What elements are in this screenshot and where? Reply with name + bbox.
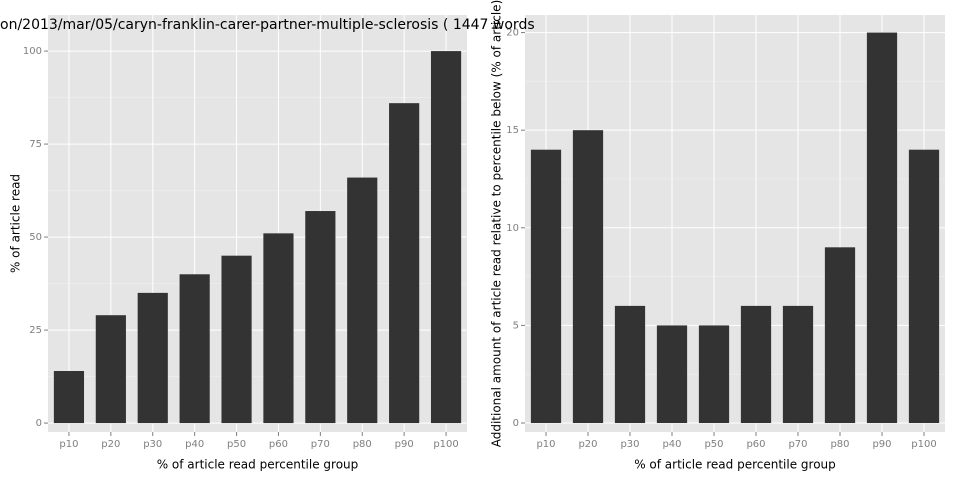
bar xyxy=(698,325,730,424)
bar xyxy=(53,370,85,424)
x-tick-label: p20 xyxy=(101,439,120,450)
bar xyxy=(908,149,940,424)
bar xyxy=(347,177,378,424)
x-tick-label: p40 xyxy=(185,439,204,450)
bar xyxy=(95,315,126,424)
y-tick-label: 5 xyxy=(513,320,519,331)
x-tick-label: p10 xyxy=(536,439,555,450)
y-tick-label: 50 xyxy=(29,232,42,243)
x-axis-title: % of article read percentile group xyxy=(157,458,359,472)
x-tick-label: p70 xyxy=(788,439,807,450)
x-tick-label: p10 xyxy=(59,439,78,450)
bar xyxy=(530,149,562,424)
x-tick-label: p60 xyxy=(746,439,765,450)
y-tick-label: 0 xyxy=(36,418,42,429)
x-tick-label: p100 xyxy=(433,439,458,450)
bar xyxy=(389,103,420,424)
x-tick-label: p90 xyxy=(872,439,891,450)
bar xyxy=(305,211,336,424)
y-tick-label: 100 xyxy=(23,46,42,57)
y-axis-title: % of article read xyxy=(9,174,23,273)
bar xyxy=(137,292,168,424)
x-tick-label: p40 xyxy=(662,439,681,450)
x-tick-label: p90 xyxy=(395,439,414,450)
bar xyxy=(263,233,294,424)
y-axis-title: Additional amount of article read relati… xyxy=(490,0,504,447)
y-tick-label: 10 xyxy=(506,223,519,234)
x-tick-label: p50 xyxy=(227,439,246,450)
x-tick-label: p50 xyxy=(704,439,723,450)
bar xyxy=(866,32,898,424)
bar xyxy=(824,247,856,424)
y-tick-label: 0 xyxy=(513,418,519,429)
x-tick-label: p80 xyxy=(830,439,849,450)
bar xyxy=(614,305,646,424)
bar xyxy=(221,255,252,424)
bar xyxy=(430,51,462,424)
x-tick-label: p30 xyxy=(143,439,162,450)
x-axis-title: % of article read percentile group xyxy=(634,458,836,472)
bar xyxy=(656,325,688,424)
chart-title: on/2013/mar/05/caryn-franklin-carer-part… xyxy=(0,17,535,33)
y-tick-label: 25 xyxy=(29,325,42,336)
x-tick-label: p60 xyxy=(269,439,288,450)
bar xyxy=(782,305,814,424)
y-tick-label: 20 xyxy=(506,28,519,39)
bar xyxy=(179,274,210,424)
y-tick-label: 75 xyxy=(29,139,42,150)
x-tick-label: p20 xyxy=(578,439,597,450)
x-tick-label: p30 xyxy=(620,439,639,450)
bar xyxy=(572,130,604,424)
bar xyxy=(740,305,772,424)
x-tick-label: p80 xyxy=(353,439,372,450)
y-tick-label: 15 xyxy=(506,125,519,136)
x-tick-label: p100 xyxy=(911,439,936,450)
x-tick-label: p70 xyxy=(311,439,330,450)
